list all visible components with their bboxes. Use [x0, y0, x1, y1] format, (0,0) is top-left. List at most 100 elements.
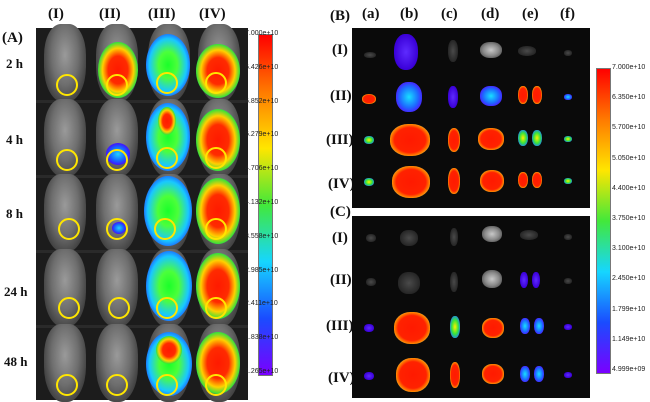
- tumor-circle: [56, 149, 78, 171]
- organ-image: [448, 86, 458, 108]
- organ-image: [532, 130, 542, 146]
- scale-tick-label: 1.149e+10: [612, 336, 646, 343]
- organ-image: [400, 230, 418, 246]
- panel-c-row-IV: (IV): [328, 370, 355, 386]
- mouse-image: [96, 174, 138, 252]
- scale-tick-label: 2.985e+10: [245, 267, 279, 274]
- organ-image: [482, 270, 502, 288]
- organ-image: [366, 234, 376, 242]
- organ-image: [450, 228, 458, 246]
- ex-vivo-organ-panel-c: [352, 216, 590, 398]
- organ-image: [364, 52, 376, 58]
- tumor-circle: [205, 218, 227, 240]
- organ-image: [482, 318, 504, 338]
- panel-a-col-II: (II): [99, 6, 121, 22]
- organ-image: [534, 366, 544, 382]
- scale-tick-label: 4.400e+10: [612, 185, 646, 192]
- mouse-image: [44, 174, 86, 252]
- scale-tick-label: 4.999e+09: [612, 366, 646, 373]
- organ-image: [520, 230, 538, 240]
- scale-tick-label: 2.411e+10: [245, 300, 278, 307]
- scale-bar-b: 7.000e+10 6.350e+10 5.700e+10 5.050e+10 4.40…: [596, 64, 648, 374]
- scale-tick-label: 5.050e+10: [612, 155, 646, 162]
- organ-image: [390, 124, 430, 156]
- in-vivo-imaging-panel: [36, 24, 248, 402]
- organ-image: [364, 136, 374, 144]
- organ-image: [450, 272, 458, 292]
- panel-c-label: (C): [330, 204, 351, 220]
- organ-image: [392, 166, 430, 198]
- tumor-circle: [205, 374, 227, 396]
- tumor-circle: [56, 74, 78, 96]
- panel-a-col-I: (I): [48, 6, 64, 22]
- row-label-8h: 8 h: [6, 206, 23, 221]
- organ-image: [396, 82, 422, 112]
- panel-c-row-II: (II): [330, 272, 352, 288]
- organ-image: [482, 364, 504, 384]
- organ-image: [532, 272, 540, 288]
- scale-tick-label: 1.838e+10: [245, 334, 279, 341]
- organ-image: [478, 128, 504, 150]
- panel-b-row-IV: (IV): [328, 176, 355, 192]
- panel-b-col-b: (b): [400, 6, 419, 22]
- organ-image: [396, 358, 430, 392]
- tumor-circle: [156, 297, 178, 319]
- color-scale-bar: [596, 68, 611, 374]
- organ-image: [518, 130, 528, 146]
- row-label-24h: 24 h: [4, 284, 28, 299]
- panel-a-col-IV: (IV): [199, 6, 226, 22]
- ex-vivo-organ-panel-b: [352, 28, 590, 208]
- organ-image: [448, 128, 460, 152]
- tumor-circle: [156, 147, 178, 169]
- tumor-circle: [58, 218, 80, 240]
- organ-image: [564, 178, 572, 184]
- scale-tick-label: 4.706e+10: [245, 165, 279, 172]
- panel-b-col-d: (d): [481, 6, 500, 22]
- tumor-circle: [106, 374, 128, 396]
- organ-image: [394, 312, 430, 344]
- organ-image: [564, 278, 572, 284]
- tumor-circle: [106, 74, 128, 96]
- organ-image: [564, 372, 572, 378]
- panel-c-row-I: (I): [332, 230, 348, 246]
- organ-image: [398, 272, 420, 294]
- row-label-4h: 4 h: [6, 132, 23, 147]
- organ-image: [518, 86, 528, 104]
- scale-tick-label: 5.279e+10: [245, 131, 279, 138]
- organ-image: [364, 372, 374, 380]
- organ-image: [448, 168, 460, 194]
- panel-a-col-III: (III): [148, 6, 176, 22]
- organ-image: [520, 272, 528, 288]
- organ-image: [394, 34, 418, 70]
- organ-image: [518, 172, 528, 188]
- imaging-row-48h: [36, 324, 248, 402]
- scale-tick-label: 7.000e+10: [612, 64, 646, 71]
- tumor-circle: [205, 297, 227, 319]
- panel-b-row-I: (I): [332, 42, 348, 58]
- imaging-row-2h: [36, 24, 248, 102]
- tumor-circle: [56, 374, 78, 396]
- panel-b-row-II: (II): [330, 88, 352, 104]
- tumor-circle: [58, 297, 80, 319]
- imaging-row-24h: [36, 249, 248, 327]
- imaging-row-4h: [36, 99, 248, 177]
- scale-tick-label: 3.100e+10: [612, 245, 646, 252]
- organ-image: [450, 362, 460, 388]
- organ-image: [480, 42, 502, 58]
- organ-image: [532, 86, 542, 104]
- organ-image: [480, 170, 504, 192]
- fluorescence-signal: [156, 336, 182, 364]
- scale-tick-label: 5.700e+10: [612, 124, 646, 131]
- organ-image: [520, 318, 530, 334]
- panel-b-label: (B): [330, 8, 350, 24]
- panel-b-col-c: (c): [441, 6, 458, 22]
- tumor-circle: [106, 149, 128, 171]
- organ-image: [520, 366, 530, 382]
- tumor-circle: [205, 147, 227, 169]
- scale-tick-label: 6.426e+10: [245, 64, 279, 71]
- fluorescence-signal: [158, 107, 176, 135]
- organ-image: [364, 324, 374, 332]
- row-label-48h: 48 h: [4, 354, 28, 369]
- panel-b-col-e: (e): [522, 6, 539, 22]
- organ-image: [564, 94, 572, 100]
